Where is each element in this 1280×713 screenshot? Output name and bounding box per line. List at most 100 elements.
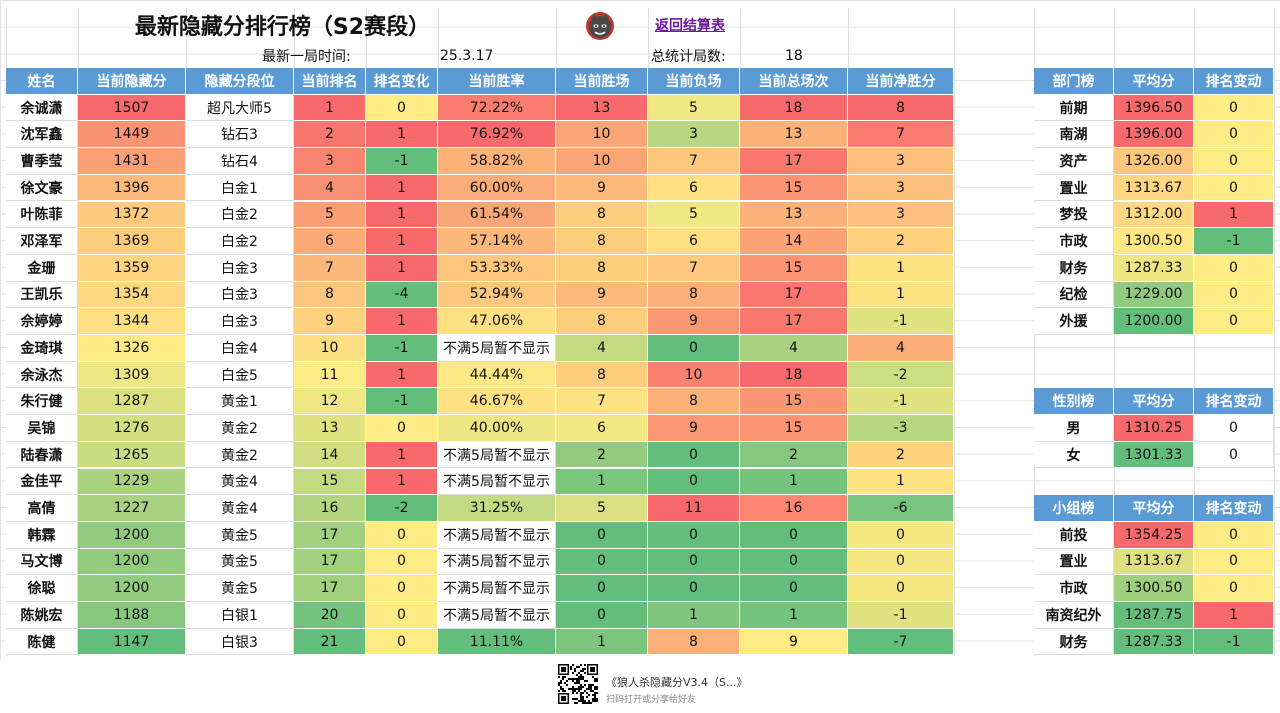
table-cell[interactable]: 不满5局暂不显示 <box>438 335 556 362</box>
table-cell[interactable]: -2 <box>848 361 954 389</box>
column-header[interactable]: 当前负场 <box>648 68 740 95</box>
table-cell[interactable]: 15 <box>294 468 366 496</box>
table-cell[interactable]: 白金2 <box>186 228 294 255</box>
table-cell[interactable]: 1200 <box>78 521 186 549</box>
table-cell[interactable]: 1301.33 <box>1114 441 1194 469</box>
table-cell[interactable]: 朱行健 <box>6 388 78 416</box>
table-cell[interactable]: 13 <box>740 201 848 229</box>
table-cell[interactable]: 9 <box>648 415 740 442</box>
table-cell[interactable]: 1 <box>848 254 954 282</box>
table-cell[interactable]: 1200.00 <box>1114 308 1194 335</box>
table-cell[interactable]: 3 <box>848 201 954 229</box>
table-cell[interactable]: 0 <box>740 548 848 576</box>
table-cell[interactable]: -1 <box>848 308 954 335</box>
table-cell[interactable]: 超凡大师5 <box>186 94 294 122</box>
table-cell[interactable]: 8 <box>648 281 740 309</box>
table-cell[interactable]: 0 <box>556 575 648 602</box>
table-cell[interactable]: 52.94% <box>438 281 556 309</box>
table-cell[interactable]: 44.44% <box>438 361 556 389</box>
table-cell[interactable]: 10 <box>556 121 648 149</box>
table-cell[interactable]: 1 <box>1194 602 1274 629</box>
table-cell[interactable]: 0 <box>366 521 438 549</box>
table-cell[interactable]: 财务 <box>1034 628 1114 656</box>
table-cell[interactable]: 0 <box>648 548 740 576</box>
table-cell[interactable]: 不满5局暂不显示 <box>438 441 556 469</box>
table-cell[interactable]: 1310.25 <box>1114 415 1194 442</box>
column-header[interactable]: 小组榜 <box>1034 495 1114 522</box>
table-cell[interactable]: 2 <box>848 441 954 469</box>
table-cell[interactable]: -1 <box>848 388 954 416</box>
table-cell[interactable]: 置业 <box>1034 174 1114 202</box>
column-header[interactable]: 排名变动 <box>1194 495 1274 522</box>
table-cell[interactable]: 8 <box>294 281 366 309</box>
table-cell[interactable]: 南湖 <box>1034 121 1114 149</box>
table-cell[interactable]: 0 <box>1194 548 1274 576</box>
table-cell[interactable]: 曹季莹 <box>6 148 78 175</box>
table-cell[interactable]: 7 <box>848 121 954 149</box>
table-cell[interactable]: 10 <box>648 361 740 389</box>
table-cell[interactable]: 黄金2 <box>186 441 294 469</box>
table-cell[interactable]: 吴锦 <box>6 415 78 442</box>
table-cell[interactable]: 1229.00 <box>1114 281 1194 309</box>
table-cell[interactable]: 1287.75 <box>1114 602 1194 629</box>
table-cell[interactable]: 2 <box>740 441 848 469</box>
table-cell[interactable]: 不满5局暂不显示 <box>438 521 556 549</box>
table-cell[interactable]: 白金2 <box>186 201 294 229</box>
table-cell[interactable]: 1369 <box>78 228 186 255</box>
table-cell[interactable]: 前期 <box>1034 94 1114 122</box>
table-cell[interactable]: 16 <box>294 495 366 522</box>
table-cell[interactable]: -7 <box>848 628 954 656</box>
table-cell[interactable]: 白金3 <box>186 281 294 309</box>
table-cell[interactable]: 1326.00 <box>1114 148 1194 175</box>
table-cell[interactable]: 7 <box>556 388 648 416</box>
table-cell[interactable]: 高倩 <box>6 495 78 522</box>
table-cell[interactable]: 不满5局暂不显示 <box>438 602 556 629</box>
table-cell[interactable]: 0 <box>366 602 438 629</box>
table-cell[interactable]: 0 <box>648 335 740 362</box>
table-cell[interactable]: 不满5局暂不显示 <box>438 468 556 496</box>
table-cell[interactable]: 王凯乐 <box>6 281 78 309</box>
table-cell[interactable]: 1276 <box>78 415 186 442</box>
table-cell[interactable]: 0 <box>1194 121 1274 149</box>
table-cell[interactable]: 9 <box>294 308 366 335</box>
table-cell[interactable]: 3 <box>848 174 954 202</box>
table-cell[interactable]: 4 <box>740 335 848 362</box>
table-cell[interactable]: 1300.50 <box>1114 228 1194 255</box>
table-cell[interactable]: 市政 <box>1034 575 1114 602</box>
table-cell[interactable]: 置业 <box>1034 548 1114 576</box>
table-cell[interactable]: 8 <box>648 388 740 416</box>
table-cell[interactable]: 1313.67 <box>1114 548 1194 576</box>
table-cell[interactable]: 3 <box>848 148 954 175</box>
table-cell[interactable]: 15 <box>740 174 848 202</box>
table-cell[interactable]: 15 <box>740 415 848 442</box>
table-cell[interactable]: 47.06% <box>438 308 556 335</box>
back-to-settlement-link[interactable]: 返回结算表 <box>655 18 725 34</box>
table-cell[interactable]: -3 <box>848 415 954 442</box>
table-cell[interactable]: 11 <box>648 495 740 522</box>
table-cell[interactable]: 1 <box>294 94 366 122</box>
table-cell[interactable]: 1 <box>366 121 438 149</box>
table-cell[interactable]: 1 <box>366 308 438 335</box>
table-cell[interactable]: 1449 <box>78 121 186 149</box>
table-cell[interactable]: 1313.67 <box>1114 174 1194 202</box>
table-cell[interactable]: 9 <box>556 281 648 309</box>
table-cell[interactable]: 资产 <box>1034 148 1114 175</box>
table-cell[interactable]: 1188 <box>78 602 186 629</box>
table-cell[interactable]: 黄金1 <box>186 388 294 416</box>
table-cell[interactable]: 1200 <box>78 548 186 576</box>
column-header[interactable]: 当前净胜分 <box>848 68 954 95</box>
table-cell[interactable]: 黄金5 <box>186 575 294 602</box>
table-cell[interactable]: 9 <box>740 628 848 656</box>
table-cell[interactable]: 1200 <box>78 575 186 602</box>
table-cell[interactable]: 0 <box>366 628 438 656</box>
column-header[interactable]: 排名变动 <box>1194 68 1274 95</box>
table-cell[interactable]: 1147 <box>78 628 186 656</box>
table-cell[interactable]: 17 <box>294 521 366 549</box>
table-cell[interactable]: 1431 <box>78 148 186 175</box>
table-cell[interactable]: 5 <box>648 94 740 122</box>
table-cell[interactable]: 0 <box>366 575 438 602</box>
table-cell[interactable]: 黄金4 <box>186 468 294 496</box>
table-cell[interactable]: 南资纪外 <box>1034 602 1114 629</box>
column-header[interactable]: 隐藏分段位 <box>186 68 294 95</box>
table-cell[interactable]: 陈姚宏 <box>6 602 78 629</box>
